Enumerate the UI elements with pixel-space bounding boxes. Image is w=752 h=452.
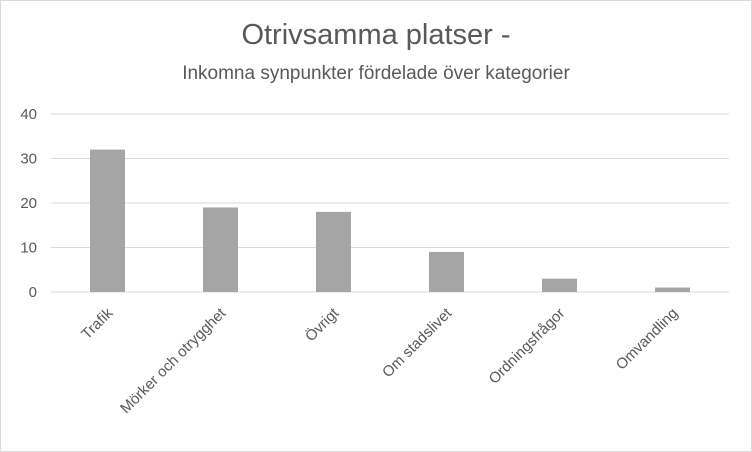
y-tick-label: 0 bbox=[29, 284, 37, 301]
bar-4 bbox=[542, 278, 577, 292]
x-tick-label: Mörker och otrygghet bbox=[117, 304, 230, 417]
y-tick-label: 30 bbox=[20, 151, 37, 168]
x-tick-label: Omvandling bbox=[613, 305, 682, 374]
y-tick-label: 10 bbox=[20, 240, 37, 257]
bar-5 bbox=[655, 287, 690, 292]
x-tick-label: Ordningsfrågor bbox=[486, 305, 569, 388]
y-tick-label: 40 bbox=[20, 106, 37, 123]
chart-title: Otrivsamma platser - bbox=[241, 19, 511, 51]
bar-2 bbox=[316, 211, 351, 292]
chart-subtitle: Inkomna synpunkter fördelade över katego… bbox=[182, 63, 570, 84]
x-tick-label: Trafik bbox=[78, 304, 116, 342]
bar-0 bbox=[90, 149, 125, 292]
x-tick-label: Om stadslivet bbox=[379, 304, 456, 381]
bar-1 bbox=[203, 207, 238, 292]
y-tick-label: 20 bbox=[20, 195, 37, 212]
bar-3 bbox=[429, 251, 464, 292]
x-tick-label: Övrigt bbox=[301, 304, 343, 346]
